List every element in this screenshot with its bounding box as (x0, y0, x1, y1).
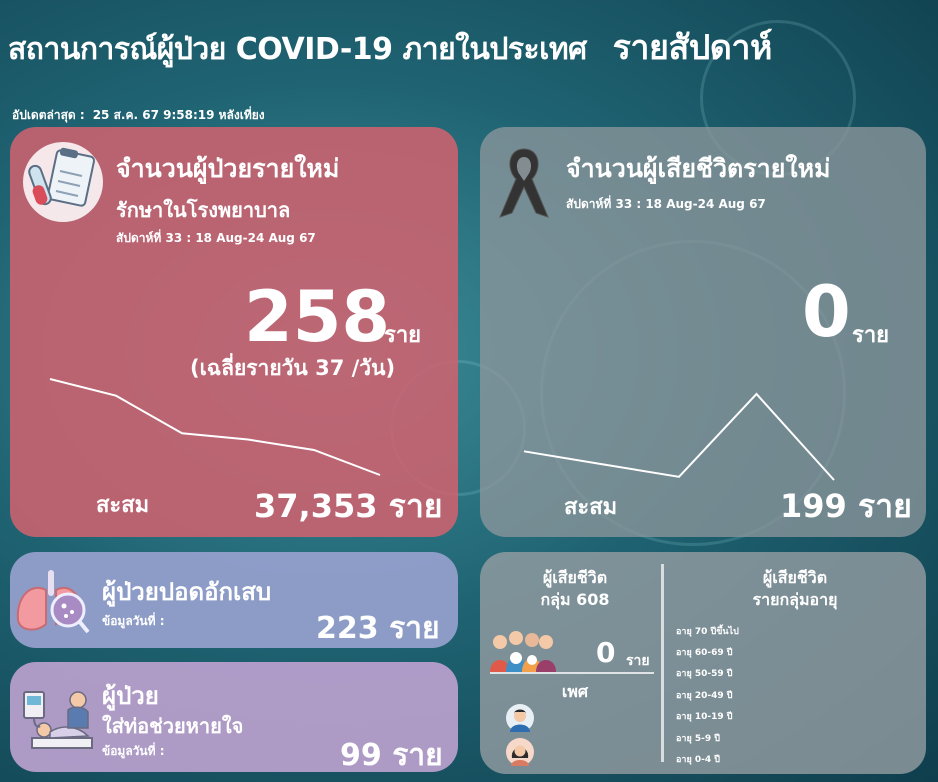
page-title-text: สถานการณ์ผู้ป่วย COVID-19 ภายในประเทศ (8, 32, 587, 67)
ventilator-title: ผู้ป่วย (102, 682, 159, 710)
deaths-card: จำนวนผู้เสียชีวิตรายใหม่ สัปดาห์ที่ 33 :… (480, 127, 926, 537)
pneumonia-card: ผู้ป่วยปอดอักเสบ ข้อมูลวันที่ : 223 ราย (10, 552, 458, 648)
deaths-week: สัปดาห์ที่ 33 : 18 Aug-24 Aug 67 (566, 197, 766, 211)
medical-form-icon (23, 142, 103, 222)
new-cases-trend-polyline (49, 378, 381, 476)
vertical-divider (661, 564, 664, 762)
group608-value: 0 (596, 636, 616, 669)
group608-unit: ราย (626, 653, 650, 669)
page-title: สถานการณ์ผู้ป่วย COVID-19 ภายในประเทศ ราย… (8, 20, 772, 74)
age-title-line2: รายกลุ่มอายุ (752, 590, 838, 609)
updated-label: อัปเดตล่าสุด : (12, 108, 85, 122)
ventilator-subtitle: ใส่ท่อช่วยหายใจ (102, 714, 244, 738)
new-cases-cumulative-label: สะสม (96, 493, 150, 518)
age-group-20-49: อายุ 20-49 ปี (676, 691, 733, 701)
new-cases-value: 258 (244, 276, 391, 358)
group608-card: ผู้เสียชีวิต กลุ่ม 608 0 ราย เพศ ผู้เสีย… (480, 552, 926, 774)
age-title-line1: ผู้เสียชีวิต (762, 568, 828, 587)
deaths-unit: ราย (852, 323, 890, 348)
deaths-trend-line (523, 392, 835, 481)
age-group-0-4: อายุ 0-4 ปี (676, 755, 720, 765)
deaths-title: จำนวนผู้เสียชีวิตรายใหม่ (566, 154, 831, 183)
age-group-50-59: อายุ 50-59 ปี (676, 669, 733, 679)
deaths-cumulative-label: สะสม (564, 495, 618, 520)
updated-value: 25 ส.ค. 67 9:58:19 หลังเที่ยง (92, 108, 265, 122)
deaths-cumulative-value: 199 ราย (780, 487, 912, 525)
divider (490, 672, 654, 674)
age-group-10-19: อายุ 10-19 ปี (676, 712, 733, 722)
new-cases-trend-line (49, 378, 381, 476)
mourning-ribbon-icon (499, 148, 549, 218)
ventilator-patient-icon (23, 691, 93, 749)
male-avatar-icon (506, 704, 534, 732)
ventilator-card: ผู้ป่วย ใส่ท่อช่วยหายใจ ข้อมูลวันที่ : 9… (10, 662, 458, 772)
group608-title-line2: กลุ่ม 608 (540, 590, 610, 609)
ventilator-value: 99 ราย (340, 738, 443, 772)
ventilator-date-label: ข้อมูลวันที่ : (102, 744, 165, 758)
gender-label: เพศ (561, 682, 589, 701)
new-cases-week: สัปดาห์ที่ 33 : 18 Aug-24 Aug 67 (116, 231, 316, 245)
new-cases-average: (เฉลี่ยรายวัน 37 /วัน) (190, 356, 396, 380)
age-group-70-plus: อายุ 70 ปีขึ้นไป (676, 627, 739, 637)
deaths-trend-polyline (523, 392, 835, 481)
age-group-60-69: อายุ 60-69 ปี (676, 648, 733, 658)
new-cases-cumulative-value: 37,353 ราย (254, 487, 443, 525)
pneumonia-date-label: ข้อมูลวันที่ : (102, 614, 165, 628)
pneumonia-value: 223 ราย (316, 611, 440, 646)
group608-title-line1: ผู้เสียชีวิต (542, 568, 608, 587)
elderly-group-icon (490, 631, 556, 672)
new-cases-card: จำนวนผู้ป่วยรายใหม่ รักษาในโรงพยาบาล สัป… (10, 127, 458, 537)
weekly-label: รายสัปดาห์ (612, 28, 773, 68)
pneumonia-title: ผู้ป่วยปอดอักเสบ (102, 578, 272, 606)
new-cases-unit: ราย (384, 323, 422, 348)
deaths-value: 0 (802, 271, 851, 353)
new-cases-subtitle: รักษาในโรงพยาบาล (116, 198, 291, 222)
new-cases-title: จำนวนผู้ป่วยรายใหม่ (116, 154, 340, 183)
lungs-icon (16, 570, 90, 634)
age-group-5-9: อายุ 5-9 ปี (676, 734, 720, 744)
female-avatar-icon (506, 738, 534, 766)
last-updated: อัปเดตล่าสุด : 25 ส.ค. 67 9:58:19 หลังเที… (12, 106, 265, 125)
